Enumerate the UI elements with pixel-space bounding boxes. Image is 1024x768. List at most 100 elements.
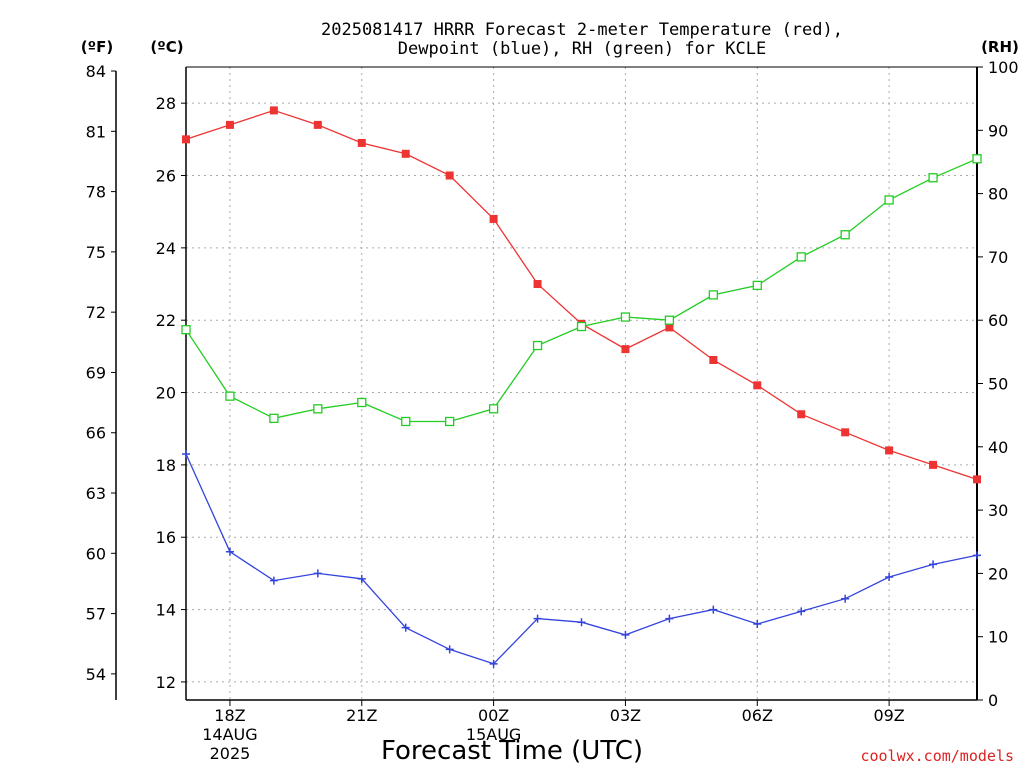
fahrenheit-tick-label: 60 (86, 544, 106, 563)
fahrenheit-tick-label: 63 (86, 484, 106, 503)
rh-tick-label: 70 (988, 248, 1008, 267)
dewpoint-point (357, 574, 366, 583)
temperature-series (182, 106, 981, 484)
dewpoint-point (929, 560, 938, 569)
temperature-point (709, 355, 718, 364)
rh-point (445, 416, 455, 427)
temperature-point (269, 106, 278, 115)
dewpoint-point (753, 620, 762, 629)
x-tick-label: 18Z (214, 706, 245, 725)
temperature-point (182, 135, 190, 144)
temperature-point (357, 138, 366, 147)
rh-point (928, 173, 938, 183)
rh-point (972, 154, 982, 164)
x-tick-label: 06Z (742, 706, 773, 725)
rh-point (708, 290, 718, 300)
rh-tick-label: 40 (988, 438, 1008, 457)
rh-point (532, 340, 543, 351)
rh-point (357, 397, 367, 408)
temperature-point (973, 475, 981, 484)
rh-point (225, 391, 235, 401)
rh-tick-label: 90 (988, 121, 1008, 140)
rh-point (269, 413, 279, 423)
celsius-tick-label: 24 (156, 239, 176, 258)
x-tick-label: 21Z (346, 706, 377, 725)
temperature-point (313, 120, 322, 129)
dewpoint-point (225, 547, 234, 556)
rh-point (620, 312, 631, 322)
fahrenheit-tick-label: 84 (86, 62, 106, 81)
dewpoint-point (885, 573, 894, 582)
dewpoint-point (489, 659, 498, 668)
dewpoint-point (313, 569, 322, 578)
rh-tick-label: 50 (988, 375, 1008, 394)
fahrenheit-tick-label: 57 (86, 605, 106, 624)
x-tick-label: 03Z (610, 706, 641, 725)
fahrenheit-tick-label: 81 (86, 122, 106, 141)
celsius-tick-label: 12 (156, 673, 176, 692)
celsius-tick-label: 16 (156, 528, 176, 547)
rh-point (796, 252, 806, 262)
chart-title-line-1: 2025081417 HRRR Forecast 2-meter Tempera… (321, 20, 843, 40)
rh-tick-label: 0 (988, 691, 998, 710)
temperature-point (929, 460, 938, 469)
x-tick-label: 15AUG (466, 725, 521, 744)
chart-title-line-2: Dewpoint (blue), RH (green) for KCLE (398, 39, 766, 59)
rh-point (313, 404, 323, 414)
axes: 12 14 16 18 20 22 24 26 28 54 57 60 63 66 69 72 75 78 81 84… (86, 58, 1019, 763)
dewpoint-point (445, 645, 454, 654)
rh-tick-label: 100 (988, 58, 1019, 77)
temperature-point (225, 120, 234, 129)
temperature-point (445, 171, 454, 180)
rh-tick-label: 80 (988, 185, 1008, 204)
celsius-tick-label: 22 (156, 311, 176, 330)
celsius-tick-label: 26 (156, 167, 176, 186)
celsius-unit-label: (ºC) (150, 38, 183, 56)
fahrenheit-tick-label: 78 (86, 183, 106, 202)
dewpoint-point (665, 614, 674, 623)
rh-point (752, 280, 762, 291)
rh-series (181, 154, 982, 427)
temperature-line (185, 109, 978, 481)
rh-point (884, 195, 894, 205)
celsius-tick-label: 14 (156, 601, 176, 620)
dewpoint-point (577, 618, 586, 627)
rh-tick-label: 30 (988, 501, 1008, 520)
temperature-point (401, 149, 410, 158)
dewpoint-point (621, 630, 630, 639)
fahrenheit-tick-label: 54 (86, 665, 106, 684)
dewpoint-point (182, 450, 190, 459)
rh-tick-label: 20 (988, 564, 1008, 583)
rh-point (488, 404, 499, 414)
celsius-tick-label: 28 (156, 94, 176, 113)
x-tick-label: 09Z (873, 706, 904, 725)
rh-tick-label: 60 (988, 311, 1008, 330)
chart-title: 2025081417 HRRR Forecast 2-meter Tempera… (321, 20, 843, 59)
fahrenheit-tick-label: 75 (86, 243, 106, 262)
fahrenheit-tick-label: 66 (86, 424, 106, 443)
fahrenheit-tick-label: 72 (86, 303, 106, 322)
dewpoint-line (185, 453, 978, 665)
dewpoint-point (797, 607, 806, 616)
series-layer (181, 106, 982, 668)
temperature-point (885, 446, 894, 455)
dewpoint-point (401, 623, 410, 632)
rh-point (840, 230, 850, 240)
temperature-point (665, 323, 674, 332)
fahrenheit-tick-label: 69 (86, 363, 106, 382)
celsius-tick-label: 18 (156, 456, 176, 475)
dewpoint-point (709, 605, 718, 614)
credit-text: coolwx.com/models (860, 747, 1014, 765)
rh-point (664, 315, 675, 325)
dewpoint-point (841, 594, 850, 603)
dewpoint-point (269, 576, 278, 585)
dewpoint-series (182, 450, 981, 668)
rh-tick-label: 10 (988, 628, 1008, 647)
dewpoint-point (973, 551, 981, 560)
temperature-point (797, 410, 806, 419)
rh-point (576, 321, 587, 332)
rh-point (181, 325, 191, 335)
rh-line (185, 158, 978, 423)
celsius-tick-label: 20 (156, 384, 176, 403)
